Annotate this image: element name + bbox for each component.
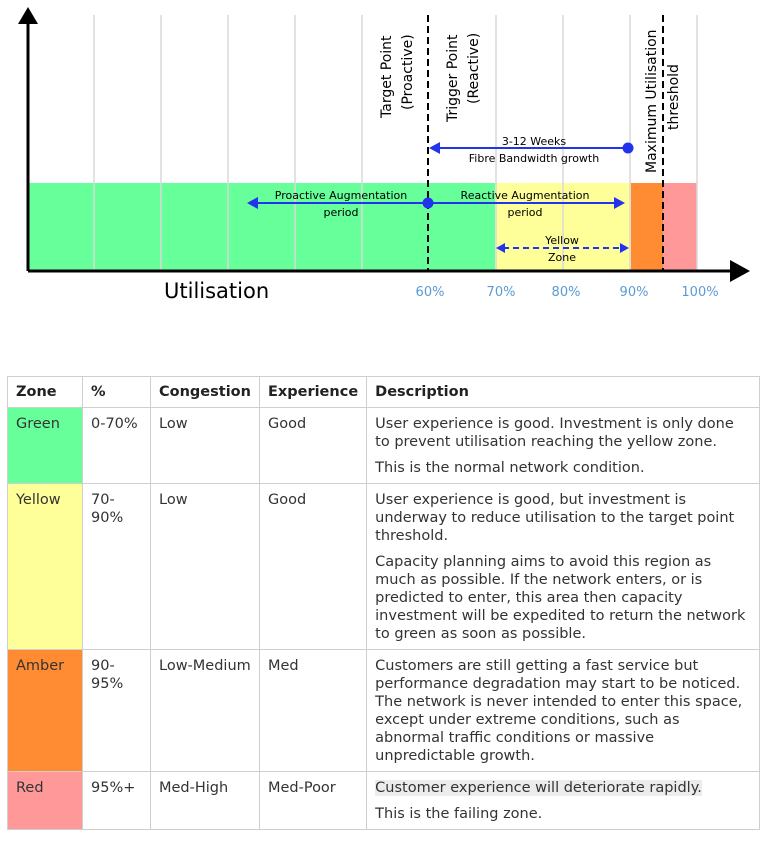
percent-cell: 95%+ xyxy=(82,771,151,830)
utilisation-diagram: Target Point (Proactive) Trigger Point (… xyxy=(18,7,750,303)
target-point-label: Target Point xyxy=(379,35,395,119)
description-text: Customer experience will deteriorate rap… xyxy=(375,780,702,796)
reactive-period-sublabel: period xyxy=(507,206,542,219)
fibre-growth-weeks: 3-12 Weeks xyxy=(502,135,567,148)
experience-cell: Good xyxy=(258,407,368,484)
fibre-growth-arrowhead xyxy=(429,142,440,154)
experience-cell: Good xyxy=(258,483,368,650)
zone-cell: Yellow xyxy=(7,483,83,650)
header-experience: Experience xyxy=(258,376,368,408)
amber-band xyxy=(631,183,663,271)
header-percent: % xyxy=(82,376,151,408)
reactive-arrowhead xyxy=(614,197,625,209)
congestion-cell: Low xyxy=(150,407,260,484)
red-band xyxy=(663,183,697,271)
description-cell: Customers are still getting a fast servi… xyxy=(366,649,760,772)
table-header-row: Zone % Congestion Experience Description xyxy=(7,376,760,408)
zone-cell: Red xyxy=(7,771,83,830)
tick-100: 100% xyxy=(681,285,718,300)
congestion-cell: Med-High xyxy=(150,771,260,830)
trigger-point-label: Trigger Point xyxy=(445,34,461,123)
tick-80: 80% xyxy=(552,285,581,300)
zone-cell: Green xyxy=(7,407,83,484)
percent-cell: 70-90% xyxy=(82,483,151,650)
description-note: Capacity planning aims to avoid this reg… xyxy=(375,554,746,642)
fibre-growth-dot xyxy=(622,142,634,154)
description-note: This is the normal network condition. xyxy=(375,460,645,476)
max-threshold-sublabel: threshold xyxy=(666,64,682,130)
trigger-point-sublabel: (Reactive) xyxy=(466,33,482,104)
tick-90: 90% xyxy=(620,285,649,300)
proactive-arrowhead xyxy=(247,197,258,209)
max-threshold-label: Maximum Utilisation xyxy=(644,29,660,173)
percent-cell: 90-95% xyxy=(82,649,151,772)
proactive-period-label: Proactive Augmentation xyxy=(275,189,407,202)
header-zone: Zone xyxy=(7,376,83,408)
description-cell: User experience is good, but investment … xyxy=(366,483,760,650)
experience-cell: Med xyxy=(258,649,368,772)
grid-lines xyxy=(93,15,698,271)
yellow-zone-label: Yellow xyxy=(544,234,579,247)
tick-60: 60% xyxy=(416,285,445,300)
experience-cell: Med-Poor xyxy=(258,771,368,830)
description-text: User experience is good, but investment … xyxy=(375,492,735,544)
green-band xyxy=(28,183,495,271)
yellow-zone-right-arrowhead xyxy=(620,243,629,253)
utilisation-axis-label: Utilisation xyxy=(164,279,269,303)
fibre-growth-text: Fibre Bandwidth growth xyxy=(469,152,599,165)
congestion-cell: Low-Medium xyxy=(150,649,260,772)
congestion-cell: Low xyxy=(150,483,260,650)
description-text: User experience is good. Investment is o… xyxy=(375,416,734,450)
y-axis-arrowhead xyxy=(18,7,38,24)
description-note: This is the failing zone. xyxy=(375,806,543,822)
percent-cell: 0-70% xyxy=(82,407,151,484)
description-cell: Customer experience will deteriorate rap… xyxy=(366,771,760,830)
trigger-dot xyxy=(422,197,434,209)
description-text: Customers are still getting a fast servi… xyxy=(375,658,743,764)
reactive-period-label: Reactive Augmentation xyxy=(461,189,590,202)
proactive-period-sublabel: period xyxy=(323,206,358,219)
zones-table: Zone % Congestion Experience Description… xyxy=(7,376,760,830)
header-description: Description xyxy=(366,376,760,408)
header-congestion: Congestion xyxy=(150,376,260,408)
table-row-amber: Amber 90-95% Low-Medium Med Customers ar… xyxy=(7,649,760,772)
table-row-red: Red 95%+ Med-High Med-Poor Customer expe… xyxy=(7,771,760,830)
description-cell: User experience is good. Investment is o… xyxy=(366,407,760,484)
yellow-zone-left-arrowhead xyxy=(496,243,505,253)
yellow-zone-sublabel: Zone xyxy=(548,251,576,264)
table-row-yellow: Yellow 70-90% Low Good User experience i… xyxy=(7,483,760,650)
tick-70: 70% xyxy=(487,285,516,300)
table-row-green: Green 0-70% Low Good User experience is … xyxy=(7,407,760,484)
target-point-sublabel: (Proactive) xyxy=(400,34,416,110)
zone-cell: Amber xyxy=(7,649,83,772)
x-axis-arrowhead xyxy=(730,260,750,282)
